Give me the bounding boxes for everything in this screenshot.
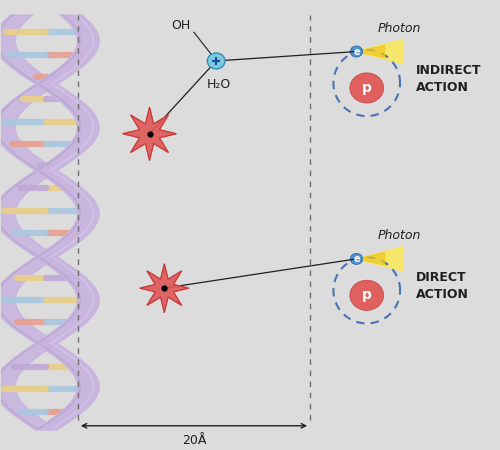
Text: p: p — [362, 81, 372, 95]
Polygon shape — [356, 247, 404, 271]
Polygon shape — [356, 39, 404, 64]
Circle shape — [350, 73, 384, 103]
Text: OH: OH — [172, 19, 191, 32]
Text: Photon: Photon — [377, 229, 420, 242]
Circle shape — [350, 253, 362, 265]
Text: DIRECT
ACTION: DIRECT ACTION — [416, 271, 469, 301]
Circle shape — [208, 53, 225, 69]
Circle shape — [350, 280, 384, 310]
Polygon shape — [123, 107, 176, 160]
Text: H₂O: H₂O — [206, 78, 231, 91]
Polygon shape — [356, 253, 384, 265]
Text: e: e — [353, 254, 360, 264]
Circle shape — [350, 46, 362, 57]
Text: p: p — [362, 288, 372, 302]
Text: 20Å: 20Å — [182, 434, 206, 447]
Polygon shape — [140, 264, 189, 312]
Polygon shape — [356, 45, 384, 58]
Text: Photon: Photon — [377, 22, 420, 35]
Text: INDIRECT
ACTION: INDIRECT ACTION — [416, 63, 482, 94]
Text: e: e — [353, 46, 360, 57]
